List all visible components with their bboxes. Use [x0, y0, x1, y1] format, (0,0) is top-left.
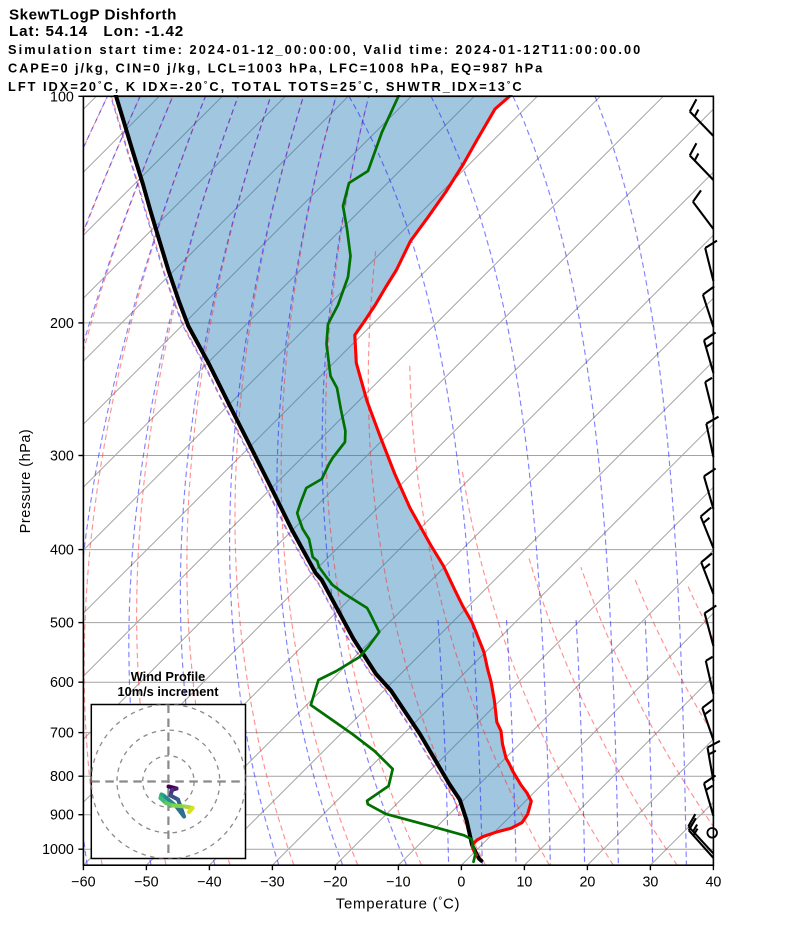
- svg-text:800: 800: [50, 769, 74, 785]
- svg-text:Temperature (°C): Temperature (°C): [336, 896, 460, 913]
- svg-text:−30: −30: [260, 875, 284, 891]
- svg-text:300: 300: [50, 449, 74, 465]
- svg-text:600: 600: [50, 675, 74, 691]
- svg-text:−60: −60: [71, 875, 95, 891]
- svg-text:−10: −10: [386, 875, 410, 891]
- svg-text:SkewTLogP Dishforth: SkewTLogP Dishforth: [9, 7, 177, 24]
- svg-text:20: 20: [579, 875, 595, 891]
- svg-text:1000: 1000: [42, 842, 74, 858]
- svg-text:LFT IDX=20°C, K IDX=-20°C, TOT: LFT IDX=20°C, K IDX=-20°C, TOTAL TOTS=25…: [8, 79, 524, 94]
- svg-text:40: 40: [705, 875, 721, 891]
- svg-text:700: 700: [50, 726, 74, 742]
- svg-text:Simulation start time: 2024-01: Simulation start time: 2024-01-12_00:00:…: [8, 42, 642, 57]
- svg-text:Lat: 54.14 Lon: -1.42: Lat: 54.14 Lon: -1.42: [9, 23, 184, 40]
- svg-text:10: 10: [516, 875, 532, 891]
- svg-text:500: 500: [50, 616, 74, 632]
- svg-text:Pressure (hPa): Pressure (hPa): [18, 429, 34, 534]
- svg-text:10m/s increment: 10m/s increment: [117, 684, 219, 699]
- svg-text:−50: −50: [134, 875, 158, 891]
- svg-text:−40: −40: [197, 875, 221, 891]
- svg-text:0: 0: [457, 875, 465, 891]
- svg-text:200: 200: [50, 316, 74, 332]
- svg-text:400: 400: [50, 543, 74, 559]
- svg-text:Wind Profile: Wind Profile: [131, 669, 206, 684]
- svg-text:100: 100: [50, 89, 74, 105]
- svg-text:900: 900: [50, 808, 74, 824]
- svg-text:CAPE=0 j/kg, CIN=0 j/kg, LCL=1: CAPE=0 j/kg, CIN=0 j/kg, LCL=1003 hPa, L…: [8, 61, 544, 76]
- svg-text:30: 30: [642, 875, 658, 891]
- svg-text:−20: −20: [323, 875, 347, 891]
